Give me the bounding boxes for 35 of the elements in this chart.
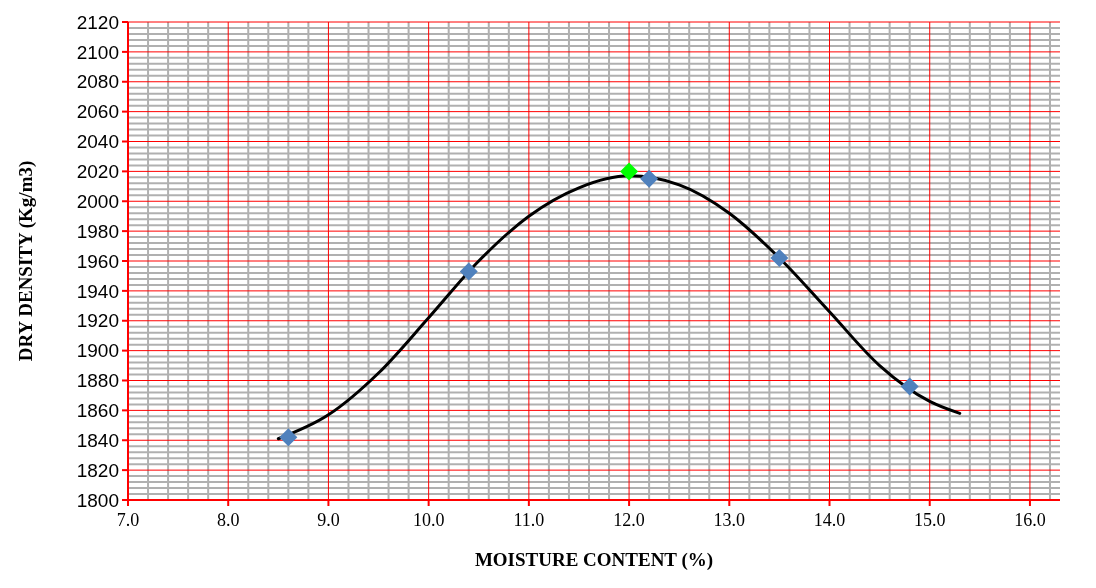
point [900,377,919,396]
y-tick-label: 1840 [76,429,119,451]
y-tick-label: 2000 [76,190,119,212]
x-tick-label: 12.0 [613,510,645,530]
y-tick-label: 1920 [76,310,119,332]
x-tick-label: 7.0 [116,510,140,530]
y-tick-label: 2080 [76,71,119,93]
x-tick-label: 10.0 [412,510,445,530]
point [459,262,478,281]
point [620,162,639,181]
y-tick-label: 1820 [76,459,119,481]
y-tick-label: 1880 [76,370,119,392]
y-tick-label: 1980 [76,220,119,242]
y-tick-label: 2040 [76,131,119,153]
x-tick-label: 8.0 [216,510,240,530]
y-tick-label: 2020 [76,161,119,183]
x-tick-label: 11.0 [513,510,545,530]
y-axis-title: DRY DENSITY (Kg/m3) [15,160,37,362]
x-axis-title: MOISTURE CONTENT (%) [474,549,714,571]
x-tick-label: 13.0 [713,510,746,530]
x-tick-label: 9.0 [317,510,340,530]
y-tick-label: 2060 [76,101,119,123]
x-tick-label: 16.0 [1014,510,1046,530]
y-tick-label: 1960 [76,250,119,272]
point [640,169,659,188]
y-tick-label: 1940 [76,280,119,302]
y-tick-label: 2120 [76,11,119,33]
y-tick-label: 1900 [76,340,119,362]
point [770,249,789,268]
point [279,428,298,447]
x-tick-label: 14.0 [813,510,846,530]
x-tick-label: 15.0 [913,510,946,530]
y-tick-label: 2100 [76,41,119,63]
y-tick-label: 1800 [76,489,119,511]
y-tick-label: 1860 [76,400,119,422]
